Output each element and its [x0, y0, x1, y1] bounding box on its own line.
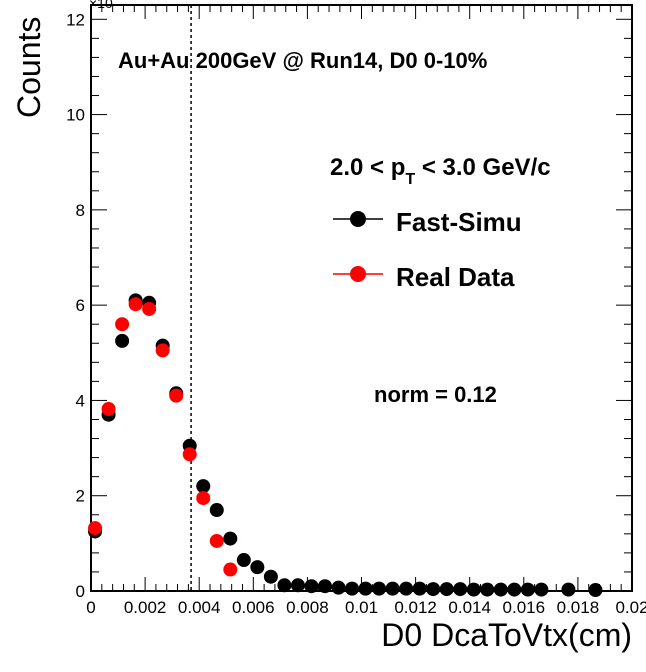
- data-point-real-data: [142, 301, 157, 316]
- data-point-fast-simu: [466, 582, 481, 597]
- y-axis-label: Counts: [11, 17, 47, 118]
- pt-range-end: < 3.0 GeV/c: [415, 154, 550, 181]
- legend-label-real-data: Real Data: [396, 262, 515, 292]
- data-point-fast-simu: [290, 578, 305, 593]
- data-point-fast-simu: [372, 581, 387, 596]
- data-point-fast-simu: [263, 569, 278, 584]
- y-tick-label: 2: [76, 487, 85, 506]
- x-tick-label: 0.018: [557, 598, 600, 617]
- chart-title: Au+Au 200GeV @ Run14, D0 0-10%: [118, 48, 487, 73]
- y-tick-label: 0: [76, 582, 85, 601]
- pt-subscript: T: [405, 171, 415, 188]
- legend-marker-fast-simu: [350, 211, 366, 227]
- data-point-fast-simu: [507, 582, 522, 597]
- data-point-fast-simu: [277, 578, 292, 593]
- x-tick-label: 0.006: [232, 598, 275, 617]
- y-tick-label: 4: [76, 391, 85, 410]
- data-point-fast-simu: [209, 503, 224, 518]
- x-tick-label: 0.002: [124, 598, 167, 617]
- x-tick-label: 0.016: [503, 598, 546, 617]
- x-tick-label: 0: [86, 598, 95, 617]
- data-point-fast-simu: [358, 581, 373, 596]
- norm-label: norm = 0.12: [374, 382, 497, 407]
- data-point-real-data: [101, 402, 116, 417]
- data-point-fast-simu: [453, 582, 468, 597]
- data-point-fast-simu: [331, 580, 346, 595]
- data-point-fast-simu: [345, 581, 360, 596]
- data-point-fast-simu: [196, 479, 211, 494]
- y-tick-label: 10: [66, 106, 85, 125]
- data-point-real-data: [169, 388, 184, 403]
- pt-range-label: 2.0 < pT < 3.0 GeV/c: [330, 154, 551, 188]
- tick-labels: 0 0.002 0.004 0.006 0.008 0.01 0.012 0.014 0.016…: [66, 10, 646, 617]
- data-point-fast-simu: [534, 582, 549, 597]
- data-point-real-data: [88, 521, 103, 536]
- data-point-fast-simu: [304, 579, 319, 594]
- data-point-fast-simu: [223, 531, 238, 546]
- y-tick-label: 6: [76, 296, 85, 315]
- x-tick-label: 0.01: [345, 598, 378, 617]
- data-point-real-data: [209, 533, 224, 548]
- data-point-fast-simu: [412, 581, 427, 596]
- data-point-fast-simu: [236, 553, 251, 568]
- data-point-real-data: [196, 491, 211, 506]
- data-point-fast-simu: [426, 582, 441, 597]
- data-point-fast-simu: [493, 582, 508, 597]
- x-tick-label: 0.004: [178, 598, 221, 617]
- data-point-real-data: [155, 343, 170, 358]
- x-axis-label: D0 DcaToVtx(cm): [381, 617, 632, 653]
- data-point-fast-simu: [399, 581, 414, 596]
- y-tick-label: 8: [76, 201, 85, 220]
- data-point-fast-simu: [588, 583, 603, 598]
- x-tick-label: 0.014: [448, 598, 491, 617]
- data-point-fast-simu: [250, 560, 265, 575]
- data-point-fast-simu: [115, 333, 130, 348]
- axis-ticks: [90, 5, 633, 592]
- data-point-fast-simu: [480, 582, 495, 597]
- data-point-real-data: [182, 447, 197, 462]
- pt-range-start: 2.0 < p: [330, 154, 405, 181]
- data-point-real-data: [128, 297, 143, 312]
- data-point-fast-simu: [439, 582, 454, 597]
- x-tick-label: 0.02: [615, 598, 646, 617]
- data-point-real-data: [223, 562, 238, 577]
- y-tick-label: 12: [66, 10, 85, 29]
- legend-marker-real-data: [350, 266, 366, 282]
- data-point-fast-simu: [385, 581, 400, 596]
- legend-label-fast-simu: Fast-Simu: [396, 207, 522, 237]
- y-multiplier-label: ×10: [89, 0, 113, 11]
- data-point-real-data: [115, 317, 130, 332]
- data-point-fast-simu: [561, 582, 576, 597]
- data-points: [88, 293, 603, 598]
- plot-frame: [90, 4, 633, 592]
- data-point-fast-simu: [317, 579, 332, 594]
- legend: Fast-Simu Real Data: [333, 207, 522, 292]
- x-tick-label: 0.008: [286, 598, 329, 617]
- x-tick-label: 0.012: [394, 598, 437, 617]
- data-point-fast-simu: [520, 582, 535, 597]
